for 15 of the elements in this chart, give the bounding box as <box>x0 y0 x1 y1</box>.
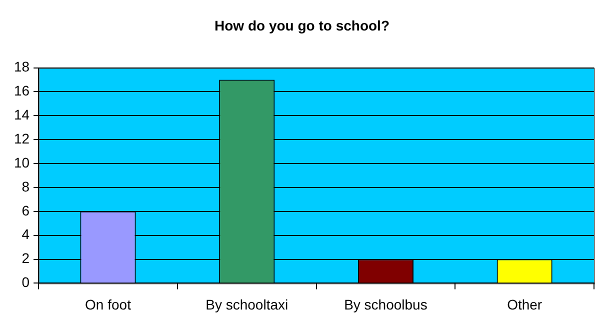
y-tick-label: 6 <box>22 202 30 218</box>
y-tick-label: 4 <box>22 226 30 242</box>
y-tick-label: 2 <box>22 250 30 266</box>
x-tick-label: By schoolbus <box>344 296 428 312</box>
y-tick-label: 16 <box>14 82 30 99</box>
y-tick-label: 8 <box>22 178 30 194</box>
x-tick-label: By schooltaxi <box>206 296 288 312</box>
y-tick-label: 12 <box>14 130 30 146</box>
y-tick-label: 0 <box>22 274 30 290</box>
x-tick-label: On foot <box>85 296 132 312</box>
y-tick-label: 10 <box>14 154 30 170</box>
y-tick-label: 18 <box>14 58 30 75</box>
chart-title: How do you go to school? <box>214 17 390 34</box>
x-tick-label: Other <box>507 296 542 312</box>
y-tick-label: 14 <box>14 106 30 123</box>
